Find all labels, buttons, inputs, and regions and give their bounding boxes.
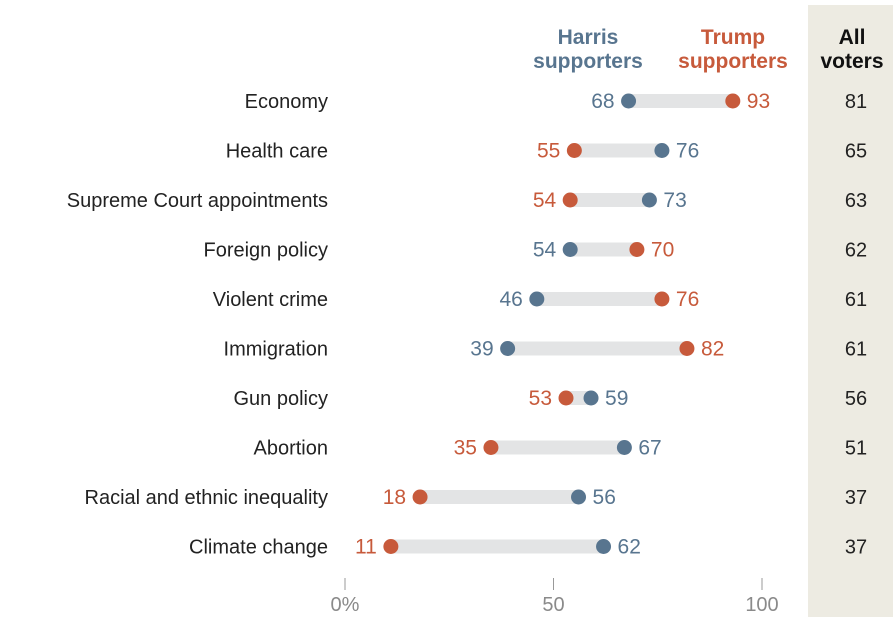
trump-dot xyxy=(558,390,574,406)
harris-value-label: 46 xyxy=(499,288,522,311)
harris-dot xyxy=(529,291,545,307)
harris-value-label: 67 xyxy=(638,437,661,460)
category-label: Climate change xyxy=(189,537,328,559)
all-voters-value: 63 xyxy=(845,190,867,212)
trump-value-label: 76 xyxy=(676,288,699,311)
harris-dot xyxy=(571,489,587,505)
category-label: Violent crime xyxy=(213,289,328,311)
trump-dot xyxy=(412,489,428,505)
harris-value-label: 62 xyxy=(618,536,641,559)
harris-dot xyxy=(500,341,516,356)
legend-harris-line1: Harris xyxy=(558,26,619,49)
harris-dot xyxy=(654,143,670,158)
chart-row: Health care 76 55 65 xyxy=(226,140,867,163)
harris-value-label: 76 xyxy=(676,140,699,163)
category-label: Racial and ethnic inequality xyxy=(85,487,329,509)
x-tick-label: 100 xyxy=(745,594,778,616)
trump-value-label: 11 xyxy=(355,536,377,559)
trump-dot xyxy=(483,440,499,455)
harris-dot xyxy=(562,242,578,257)
trump-value-label: 55 xyxy=(537,140,560,163)
all-voters-value: 61 xyxy=(845,339,867,361)
trump-dot xyxy=(725,93,741,109)
trump-dot xyxy=(566,143,582,158)
all-voters-value: 56 xyxy=(845,388,867,410)
trump-dot xyxy=(383,539,399,554)
chart-row: Gun policy 59 53 56 xyxy=(234,387,868,410)
trump-dot xyxy=(629,242,645,257)
chart-row: Climate change 62 11 37 xyxy=(189,536,867,559)
all-voters-value: 37 xyxy=(845,487,867,509)
legend-harris-line2: supporters xyxy=(533,50,643,73)
all-voters-value: 65 xyxy=(845,141,867,163)
harris-value-label: 39 xyxy=(470,338,493,361)
harris-dot xyxy=(616,440,632,455)
trump-dot xyxy=(562,192,578,208)
legend: Harris supporters Trump supporters All v… xyxy=(533,26,883,73)
category-label: Immigration xyxy=(224,339,328,361)
trump-value-label: 53 xyxy=(529,387,552,410)
chart-rows: Economy 68 93 81 Health care 76 55 65 Supreme Co… xyxy=(67,90,867,559)
harris-value-label: 54 xyxy=(533,239,557,262)
chart-row: Supreme Court appointments 73 54 63 xyxy=(67,189,867,212)
chart-row: Racial and ethnic inequality 56 18 37 xyxy=(85,486,868,509)
trump-value-label: 70 xyxy=(651,239,674,262)
legend-all-line1: All xyxy=(839,26,866,49)
all-voters-value: 51 xyxy=(845,438,867,460)
category-label: Supreme Court appointments xyxy=(67,190,328,212)
category-label: Foreign policy xyxy=(203,240,328,262)
x-tick-label: 0% xyxy=(331,594,360,616)
chart-row: Foreign policy 54 70 62 xyxy=(203,239,867,262)
legend-trump-line2: supporters xyxy=(678,50,788,73)
x-axis: 0% 50 100 xyxy=(331,578,779,616)
harris-value-label: 56 xyxy=(593,486,616,509)
trump-value-label: 35 xyxy=(454,437,477,460)
legend-trump-line1: Trump xyxy=(701,26,765,49)
harris-dot xyxy=(621,93,637,109)
legend-all-line2: voters xyxy=(820,50,883,73)
harris-dot xyxy=(641,192,657,208)
trump-value-label: 54 xyxy=(533,189,557,212)
harris-dot xyxy=(596,539,612,554)
chart-row: Economy 68 93 81 xyxy=(245,90,868,113)
all-voters-value: 37 xyxy=(845,537,867,559)
harris-value-label: 68 xyxy=(591,90,614,113)
trump-dot xyxy=(679,341,695,356)
category-label: Abortion xyxy=(254,438,329,460)
all-voters-value: 61 xyxy=(845,289,867,311)
harris-value-label: 59 xyxy=(605,387,628,410)
trump-dot xyxy=(654,291,670,307)
trump-value-label: 93 xyxy=(747,90,770,113)
chart-row: Immigration 39 82 61 xyxy=(224,338,868,361)
trump-value-label: 18 xyxy=(383,486,406,509)
all-voters-value: 81 xyxy=(845,91,867,113)
category-label: Health care xyxy=(226,141,328,163)
chart-row: Violent crime 46 76 61 xyxy=(213,288,867,311)
all-voters-value: 62 xyxy=(845,240,867,262)
all-voters-panel xyxy=(808,5,893,617)
harris-value-label: 73 xyxy=(663,189,686,212)
x-tick-label: 50 xyxy=(542,594,564,616)
trump-value-label: 82 xyxy=(701,338,724,361)
category-label: Economy xyxy=(245,91,328,113)
harris-dot xyxy=(583,390,599,406)
category-label: Gun policy xyxy=(234,388,329,410)
chart-row: Abortion 67 35 51 xyxy=(254,437,868,460)
